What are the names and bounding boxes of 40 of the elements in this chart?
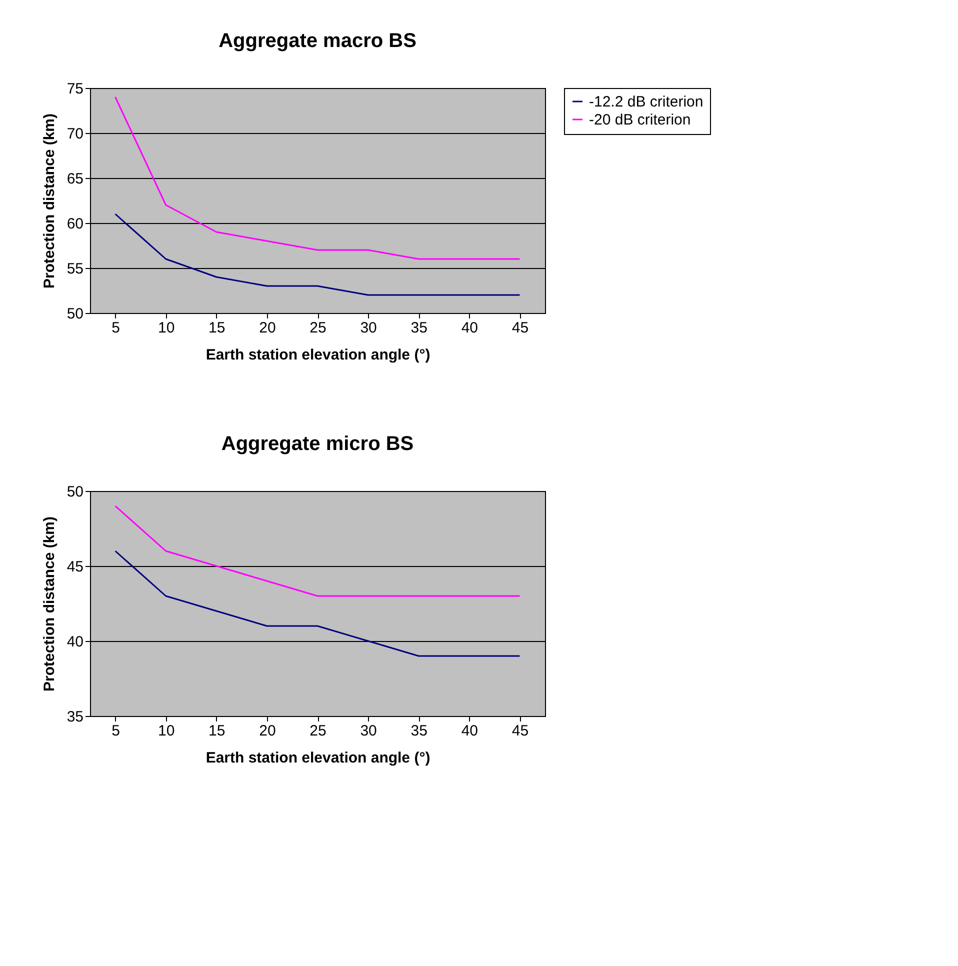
y-axis-title: Protection distance (km) xyxy=(40,113,58,289)
line-series xyxy=(114,550,520,657)
x-axis-title: Earth station elevation angle (°) xyxy=(206,750,430,766)
x-tick-label: 15 xyxy=(208,320,226,336)
x-tick-label: 45 xyxy=(512,320,529,336)
line-series xyxy=(114,505,520,597)
y-tick-label: 45 xyxy=(66,558,84,576)
x-tick-label: 45 xyxy=(512,722,529,740)
legend-label: -20 dB criterion xyxy=(589,112,691,128)
y-tick-label: 40 xyxy=(66,634,84,650)
x-tick-label: 35 xyxy=(410,320,428,336)
line-series xyxy=(114,96,520,260)
x-tick-label: 40 xyxy=(461,722,478,740)
x-tick-label: 15 xyxy=(208,722,226,740)
chart-title: Aggregate micro BS xyxy=(221,433,414,455)
x-tick-label: 25 xyxy=(310,320,326,336)
legend-label: -12.2 dB criterion xyxy=(589,94,704,110)
y-tick-label: 35 xyxy=(66,708,84,726)
y-tick-label: 55 xyxy=(66,260,84,278)
y-tick-label: 65 xyxy=(66,170,84,188)
x-axis-title: Earth station elevation angle (°) xyxy=(206,346,430,364)
y-tick-label: 50 xyxy=(66,484,84,500)
x-tick-label: 30 xyxy=(360,722,377,740)
x-tick-label: 10 xyxy=(158,722,175,740)
y-axis-title: Protection distance (km) xyxy=(40,516,58,692)
x-tick-label: 5 xyxy=(112,722,120,740)
line-series xyxy=(114,213,520,296)
x-tick-label: 30 xyxy=(360,320,377,336)
chart-title: Aggregate macro BS xyxy=(218,30,416,52)
y-tick-label: 50 xyxy=(66,306,84,322)
x-tick-label: 40 xyxy=(461,320,478,336)
y-tick-label: 70 xyxy=(66,126,84,142)
y-tick-label: 75 xyxy=(66,80,84,98)
x-tick-label: 20 xyxy=(259,320,276,336)
x-tick-label: 35 xyxy=(410,722,428,740)
x-tick-label: 10 xyxy=(158,320,175,336)
y-tick-label: 60 xyxy=(66,216,84,232)
x-tick-label: 5 xyxy=(112,320,120,336)
x-tick-label: 25 xyxy=(310,722,326,740)
x-tick-label: 20 xyxy=(259,722,276,740)
